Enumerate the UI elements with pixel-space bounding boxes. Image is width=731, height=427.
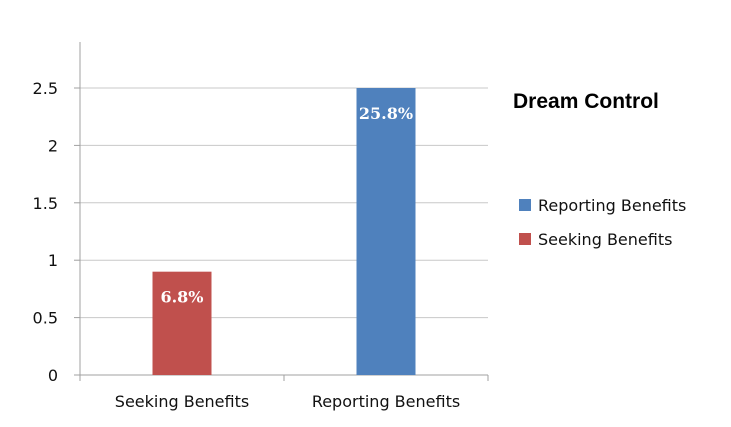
bars [152,88,416,375]
grid-lines [80,87,488,319]
y-tick-label: 2.5 [33,79,58,98]
legend-swatch-seeking-benefits [519,233,531,245]
legend-item-reporting-benefits: Reporting Benefits [519,188,686,222]
bar-seeking-benefits [152,271,212,375]
legend: Reporting Benefits Seeking Benefits [519,188,686,256]
y-tick-label: 0 [48,366,58,385]
axes [74,42,489,381]
bar-reporting-benefits [356,88,416,375]
y-axis-tick-labels: 0 0.5 1 1.5 2 2.5 [33,79,58,385]
y-tick-label: 2 [48,136,58,155]
legend-label-reporting-benefits: Reporting Benefits [538,195,687,215]
legend-item-seeking-benefits: Seeking Benefits [519,222,686,256]
legend-label-seeking-benefits: Seeking Benefits [538,229,673,249]
y-tick-label: 0.5 [33,309,58,328]
data-labels: 6.8% 25.8% [160,104,413,307]
data-label: 6.8% [160,288,203,307]
data-label: 25.8% [359,104,413,123]
x-category-label: Seeking Benefits [115,392,249,411]
y-tick-label: 1.5 [33,194,58,213]
legend-title: Dream Control [513,90,659,113]
legend-swatch-reporting-benefits [519,199,531,211]
x-category-label: Reporting Benefits [312,392,460,411]
y-tick-label: 1 [48,251,58,270]
x-axis-category-labels: Seeking Benefits Reporting Benefits [115,392,460,411]
